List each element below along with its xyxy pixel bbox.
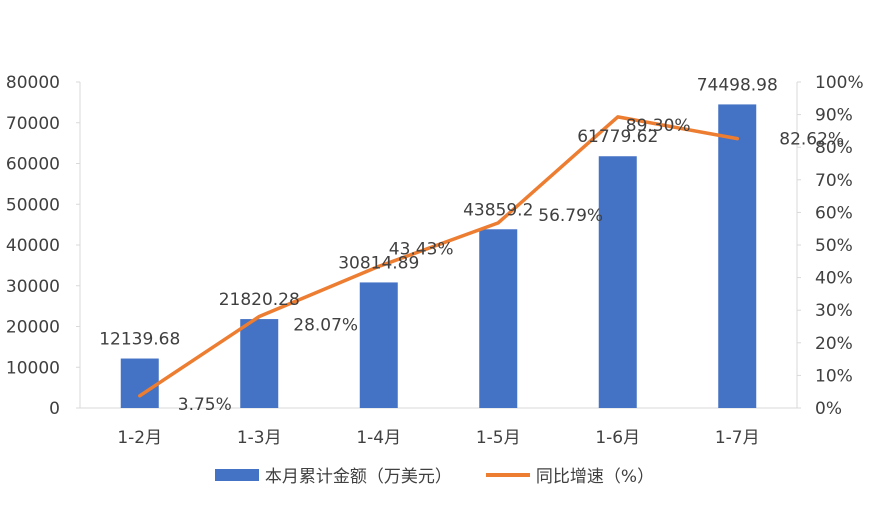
bar [359,282,398,408]
x-tick-label: 1-2月 [117,428,162,448]
line-point [617,116,619,118]
right-tick-label: 60% [815,203,853,223]
line-point [497,222,499,224]
right-tick-label: 30% [815,301,853,321]
line-point [258,315,260,317]
line-data-label: 3.75% [178,395,232,415]
line-data-label: 43.43% [389,239,454,259]
line-point [139,395,141,397]
right-tick-label: 50% [815,236,853,256]
line-point [378,265,380,267]
bar [598,156,637,408]
legend-label-bar: 本月累计金额（万美元） [264,467,452,487]
left-tick-label: 10000 [6,358,60,378]
bar-data-label: 61779.62 [577,127,658,147]
x-tick-label: 1-6月 [595,428,640,448]
right-tick-label: 0% [815,399,842,419]
bar [120,358,159,408]
bar [240,319,279,408]
left-tick-label: 60000 [6,155,60,175]
x-tick-label: 1-5月 [476,428,521,448]
left-tick-label: 0 [49,399,60,419]
chart-canvas: 0 10000 20000 30000 40000 50000 60000 70000 8000… [6,73,864,448]
right-tick-label: 80% [815,138,853,158]
left-tick-label: 50000 [6,195,60,215]
left-tick-label: 20000 [6,318,60,338]
line-data-label: 28.07% [293,315,358,335]
legend-swatch-line [485,472,530,477]
left-tick-label: 40000 [6,236,60,256]
line-data-label: 89.30% [626,116,691,136]
right-tick-label: 40% [815,269,853,289]
x-tick-label: 1-3月 [237,428,282,448]
right-tick-label: 20% [815,334,853,354]
x-tick-label: 1-7月 [715,428,760,448]
legend-item-line: 同比增速（%） [485,462,655,487]
left-tick-label: 70000 [6,114,60,134]
bar-data-label: 30814.89 [338,253,419,273]
bar-data-label: 12139.68 [99,330,180,350]
bar [718,104,757,408]
legend-swatch-bar [214,468,259,481]
legend: 本月累计金额（万美元） 同比增速（%） [0,462,869,487]
bar-data-label: 74498.98 [697,75,778,95]
growth-line [138,115,739,398]
right-tick-label: 70% [815,171,853,191]
legend-label-line: 同比增速（%） [535,467,655,487]
line-point [736,138,738,140]
x-tick-label: 1-4月 [356,428,401,448]
right-tick-label: 10% [815,366,853,386]
bar [479,229,518,408]
line-data-label: 82.62% [779,130,844,150]
bar-data-label: 43859.2 [463,200,533,220]
bar-data-label: 21820.28 [219,290,300,310]
legend-item-bar: 本月累计金额（万美元） [214,462,452,487]
right-tick-label: 90% [815,106,853,126]
left-tick-label: 30000 [6,277,60,297]
line-data-label: 56.79% [538,206,603,226]
left-tick-label: 80000 [6,73,60,93]
right-tick-label: 100% [815,73,864,93]
